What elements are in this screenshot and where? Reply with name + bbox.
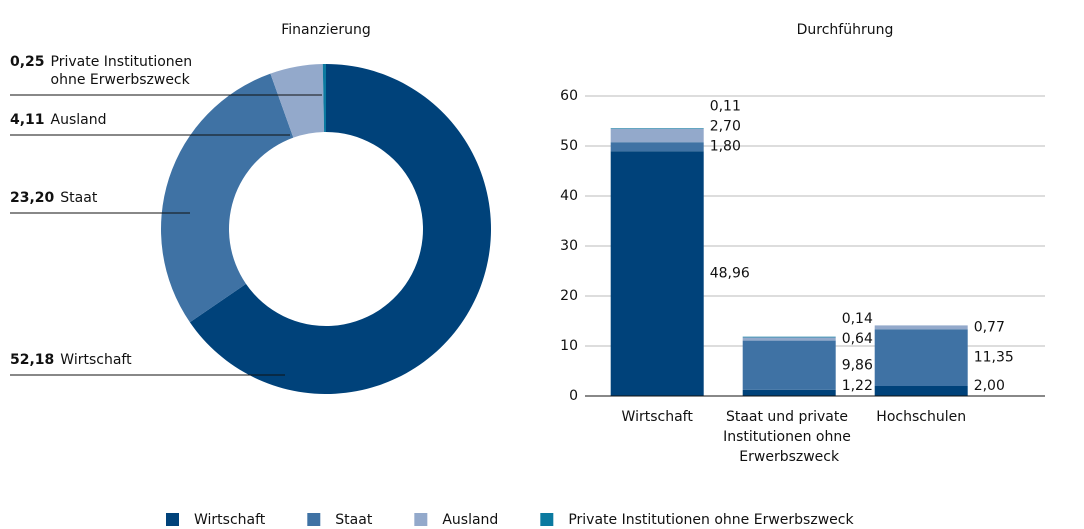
donut-value-label: 4,11 <box>10 112 45 128</box>
bar-segment <box>610 128 704 129</box>
donut-segment <box>189 64 492 394</box>
legend-swatch <box>414 513 428 526</box>
bar-segment <box>742 340 836 390</box>
donut-category-label: Staat <box>60 190 98 206</box>
bar-value-label: 1,22 <box>842 378 873 394</box>
bar-value-label: 0,14 <box>842 311 873 327</box>
bar-segment <box>610 151 704 396</box>
donut-value-label: 52,18 <box>10 352 54 368</box>
donut-category-label: Private Institutionen ohne Erwerbszweck <box>51 54 197 88</box>
bar-segment <box>874 386 968 396</box>
donut-segment <box>270 64 325 138</box>
donut-segment <box>161 73 294 323</box>
legend-swatch <box>307 513 321 526</box>
x-tick-label: Hochschulen <box>876 409 966 425</box>
bar-value-label: 1,80 <box>710 139 741 155</box>
bar-segment <box>742 389 836 396</box>
donut-title: Finanzierung <box>281 22 371 38</box>
legend-label: Staat <box>335 512 373 528</box>
bar-value-label: 9,86 <box>842 357 873 373</box>
y-tick-label: 40 <box>560 188 578 204</box>
legend-label: Wirtschaft <box>194 512 266 528</box>
bar-value-label: 2,00 <box>974 378 1005 394</box>
y-tick-label: 0 <box>569 388 578 404</box>
legend-label: Private Institutionen ohne Erwerbszweck <box>568 512 854 528</box>
x-tick-label: Wirtschaft <box>622 409 694 425</box>
bar-segment <box>610 142 704 152</box>
bar-segment <box>742 337 836 341</box>
bar-segment <box>874 325 968 330</box>
donut-category-label: Wirtschaft <box>60 352 132 368</box>
bar-value-label: 0,77 <box>974 319 1005 335</box>
bar-title: Durchführung <box>797 22 894 38</box>
y-tick-label: 60 <box>560 88 578 104</box>
legend-label: Ausland <box>442 512 498 528</box>
bar-segment <box>874 329 968 386</box>
donut-segment <box>322 64 326 133</box>
bar-segment <box>742 336 836 338</box>
donut-value-label: 0,25 <box>10 54 45 70</box>
y-tick-label: 10 <box>560 338 578 354</box>
y-tick-label: 30 <box>560 238 578 254</box>
bar-value-label: 2,70 <box>710 119 741 135</box>
y-tick-label: 20 <box>560 288 578 304</box>
bar-value-label: 11,35 <box>974 350 1014 366</box>
donut-category-label: Ausland <box>51 112 107 128</box>
donut-value-label: 23,20 <box>10 190 55 206</box>
x-tick-label: Staat und private Institutionen ohne Erw… <box>723 409 855 465</box>
bar-value-label: 0,64 <box>842 331 873 347</box>
bar-value-label: 0,11 <box>710 99 741 115</box>
y-tick-label: 50 <box>560 138 578 154</box>
legend-swatch <box>540 513 554 526</box>
bar-segment <box>610 128 704 143</box>
legend-swatch <box>166 513 179 526</box>
bar-value-label: 48,96 <box>710 266 750 282</box>
